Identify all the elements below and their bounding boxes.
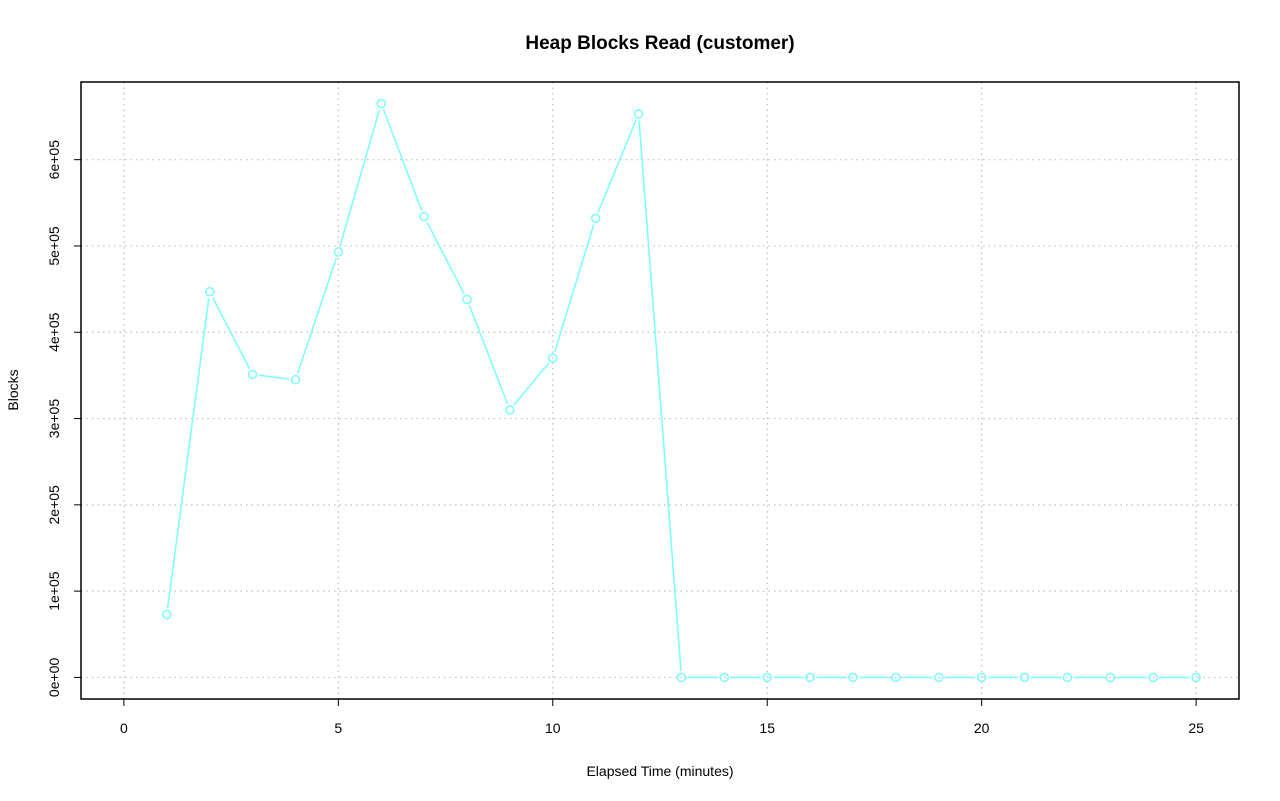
data-point-0-16 <box>848 672 858 683</box>
series-segment-0-9 <box>553 224 595 353</box>
data-point-0-12 <box>676 672 687 683</box>
y-tick-label-0: 0e+00 <box>46 658 62 698</box>
x-tick-label-4: 20 <box>974 720 990 736</box>
y-tick-label-6: 6e+05 <box>46 140 62 180</box>
data-point-0-18 <box>933 672 944 683</box>
data-point-0-21 <box>1062 672 1073 683</box>
x-tick-label-5: 25 <box>1188 720 1204 736</box>
data-point-0-17 <box>891 672 901 683</box>
grid-lines <box>81 82 1239 699</box>
data-point-0-5 <box>376 98 387 109</box>
x-axis: 0 5 10 15 20 25 <box>120 698 1204 736</box>
x-axis-label: Elapsed Time (minutes) <box>586 763 733 779</box>
y-tick-label-5: 5e+05 <box>46 226 62 266</box>
data-point-0-14 <box>762 672 773 683</box>
chart-title: Heap Blocks Read (customer) <box>525 33 794 54</box>
y-axis: 0e+00 1e+05 2e+05 3e+05 4e+05 5e+05 6e+05 <box>46 140 82 698</box>
x-tick-label-3: 15 <box>759 720 775 736</box>
data-point-0-9 <box>547 353 558 363</box>
data-point-0-0 <box>161 609 172 620</box>
data-point-0-15 <box>805 672 815 683</box>
data-point-0-13 <box>719 672 730 683</box>
data-point-0-1 <box>204 286 215 297</box>
data-point-0-19 <box>976 672 987 683</box>
y-tick-label-3: 3e+05 <box>46 399 62 439</box>
data-point-0-4 <box>333 247 344 257</box>
x-tick-label-1: 5 <box>334 720 342 736</box>
series-segment-0-8 <box>513 362 550 406</box>
series-segment-0-7 <box>468 305 509 405</box>
series-segment-0-6 <box>426 222 465 295</box>
series-segment-0-0 <box>166 298 210 609</box>
series-segment-0-3 <box>296 257 338 374</box>
data-point-0-24 <box>1191 672 1201 683</box>
data-point-0-7 <box>462 294 472 305</box>
series-segment-0-11 <box>638 120 682 672</box>
data-point-0-10 <box>590 213 601 224</box>
y-tick-label-4: 4e+05 <box>46 312 62 352</box>
y-tick-label-1: 1e+05 <box>46 571 62 611</box>
data-point-0-11 <box>633 109 644 119</box>
series-segment-0-4 <box>339 109 381 246</box>
y-tick-label-2: 2e+05 <box>46 485 62 525</box>
series-segment-0-2 <box>258 374 290 380</box>
data-point-0-20 <box>1019 672 1030 683</box>
data-point-0-23 <box>1148 672 1159 683</box>
data-point-0-3 <box>290 374 301 385</box>
series-segment-0-10 <box>597 119 637 213</box>
x-tick-label-2: 10 <box>545 720 561 736</box>
data-point-0-2 <box>247 369 258 380</box>
x-tick-label-0: 0 <box>120 720 128 736</box>
data-point-0-6 <box>419 211 429 222</box>
data-point-0-22 <box>1105 672 1116 683</box>
series-layer <box>161 98 1201 683</box>
data-point-0-8 <box>505 405 515 415</box>
y-axis-label: Blocks <box>5 369 21 410</box>
series-segment-0-5 <box>382 109 423 211</box>
series-segment-0-1 <box>211 297 251 370</box>
